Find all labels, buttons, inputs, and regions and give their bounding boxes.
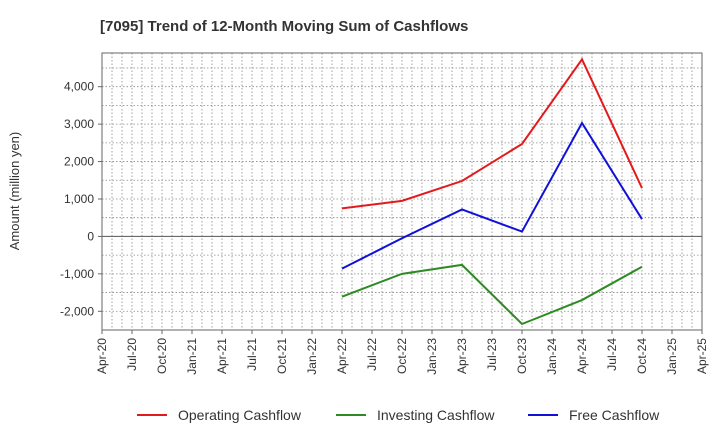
grid	[102, 53, 702, 331]
x-tick-label: Jul-22	[365, 338, 379, 371]
y-axis-label: Amount (million yen)	[7, 132, 22, 251]
x-tick-label: Oct-21	[275, 338, 289, 374]
y-tick-label: 2,000	[64, 155, 94, 169]
legend-label: Investing Cashflow	[377, 407, 495, 423]
legend-label: Free Cashflow	[569, 407, 660, 423]
x-tick-label: Oct-22	[395, 338, 409, 374]
y-tick-label: -1,000	[60, 267, 94, 281]
x-tick-label: Jan-23	[425, 338, 439, 375]
y-tick-label: 3,000	[64, 117, 94, 131]
x-tick-label: Jul-24	[605, 338, 619, 371]
series-line	[341, 263, 643, 326]
y-tick-label: 0	[87, 229, 94, 243]
y-tick-label: 4,000	[64, 80, 94, 94]
x-tick-label: Jan-24	[545, 338, 559, 375]
x-tick-label: Jan-25	[665, 338, 679, 375]
y-axis-ticks: -2,000 -1,000 0 1,000 2,000 3,000 4,000	[60, 80, 102, 318]
series-line	[341, 57, 643, 210]
y-tick-label: 1,000	[64, 192, 94, 206]
x-tick-label: Jan-21	[185, 338, 199, 375]
x-tick-label: Jul-20	[125, 338, 139, 371]
chart-title: [7095] Trend of 12-Month Moving Sum of C…	[100, 18, 468, 35]
x-tick-label: Jul-23	[485, 338, 499, 371]
series-lines	[341, 57, 643, 326]
x-tick-label: Jul-21	[245, 338, 259, 371]
x-tick-label: Oct-23	[515, 338, 529, 374]
y-tick-label: -2,000	[60, 304, 94, 318]
series-line	[341, 121, 643, 270]
x-tick-label: Oct-20	[155, 338, 169, 374]
x-axis-ticks: Apr-20 Jul-20 Oct-20 Jan-21 Apr-21 Jul-21 Oct-…	[95, 330, 709, 375]
x-tick-label: Apr-25	[695, 338, 709, 374]
plot-border	[101, 52, 703, 331]
x-tick-label: Apr-24	[575, 338, 589, 374]
x-tick-label: Apr-20	[95, 338, 109, 374]
legend: Operating Cashflow Investing Cashflow Free…	[137, 407, 660, 423]
x-tick-label: Apr-23	[455, 338, 469, 374]
x-tick-label: Apr-22	[335, 338, 349, 374]
x-tick-label: Apr-21	[215, 338, 229, 374]
x-tick-label: Jan-22	[305, 338, 319, 375]
x-tick-label: Oct-24	[635, 338, 649, 374]
legend-label: Operating Cashflow	[178, 407, 302, 423]
